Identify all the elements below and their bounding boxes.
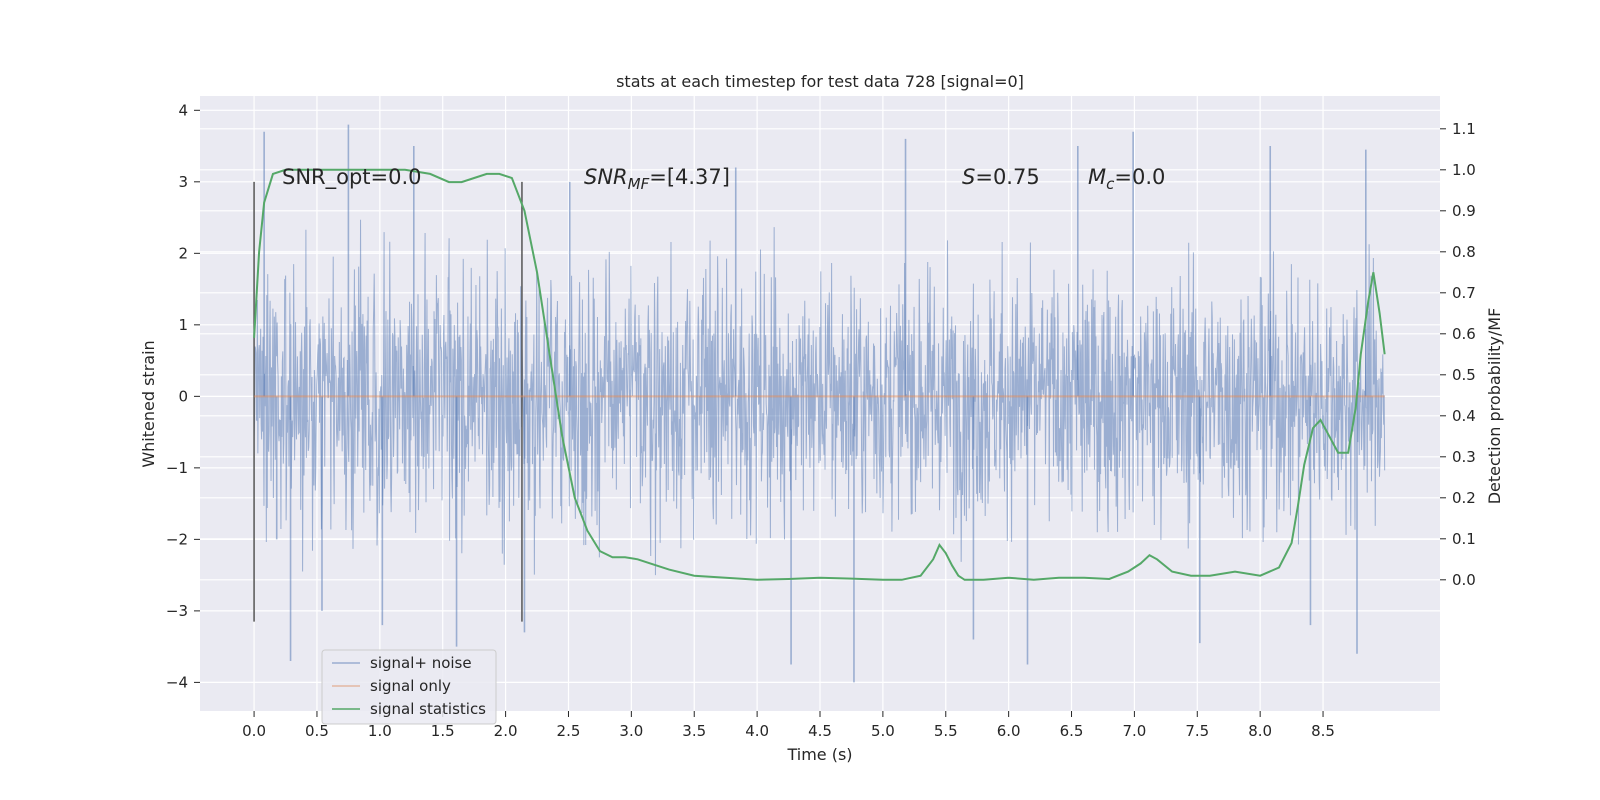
x-axis-label: Time (s) (786, 745, 852, 764)
annotation-snr-mf: SNRMF=[4.37] (584, 165, 730, 193)
x-tick-label-15: 7.5 (1185, 722, 1209, 740)
legend-label-signal-statistics: signal statistics (370, 700, 486, 718)
annotation-snr-mf-label: SNR (584, 165, 628, 189)
x-tick-label-11: 5.5 (934, 722, 958, 740)
annotation-snr-mf-sub: MF (628, 175, 650, 193)
legend: signal+ noise signal only signal statist… (321, 649, 497, 725)
annotation-snr-opt: SNR_opt=0.0 (282, 165, 422, 190)
x-tick-label-5: 2.5 (557, 722, 581, 740)
x-tick-label-3: 1.5 (431, 722, 455, 740)
x-tick-label-7: 3.5 (682, 722, 706, 740)
x-tick-label-14: 7.0 (1122, 722, 1146, 740)
y2-tick-label-1: 1.0 (1452, 161, 1476, 179)
signal-statistics-line (253, 168, 1386, 581)
legend-box (321, 649, 497, 725)
legend-label-signal-only: signal only (370, 677, 451, 695)
y-tick-label-6: −2 (166, 530, 188, 548)
y-axis-label: Whitened strain (139, 340, 158, 467)
y2-tick-label-7: 0.4 (1452, 407, 1476, 425)
y-tick-label-3: 1 (178, 316, 188, 334)
annotation-mc-label: M (1088, 165, 1106, 189)
x-tick-label-9: 4.5 (808, 722, 832, 740)
annotation-mc-sub: c (1106, 175, 1115, 193)
x-tick-label-17: 8.5 (1311, 722, 1335, 740)
y2-tick-label-6: 0.5 (1452, 366, 1476, 384)
annotation-mc-value: =0.0 (1114, 165, 1165, 189)
y-tick-label-4: 0 (178, 387, 188, 405)
y2-axis-ticks: 1.1 1.0 0.9 0.8 0.7 0.6 0.5 0.4 0.3 0.2 0.1 0.0 (1440, 120, 1476, 589)
annotation-s: S=0.75 (962, 165, 1040, 189)
x-tick-label-6: 3.0 (619, 722, 643, 740)
annotation-mc: Mc=0.0 (1088, 165, 1165, 193)
chart-title: stats at each timestep for test data 728… (616, 72, 1024, 91)
annotation-s-value: =0.75 (975, 165, 1039, 189)
y2-tick-label-2: 0.9 (1452, 202, 1476, 220)
y-tick-label-1: 3 (178, 173, 188, 191)
x-tick-label-12: 6.0 (997, 722, 1021, 740)
x-tick-label-0: 0.0 (242, 722, 266, 740)
vertical-markers (253, 181, 523, 622)
y-tick-label-8: −4 (166, 673, 188, 691)
y-tick-label-2: 2 (178, 244, 188, 262)
y-axis-ticks: 4 3 2 1 0 −1 −2 −3 −4 (166, 101, 200, 691)
x-tick-label-8: 4.0 (745, 722, 769, 740)
y2-tick-label-9: 0.2 (1452, 489, 1476, 507)
annotation-s-label: S (962, 165, 975, 189)
annotation-snr-mf-value: =[4.37] (649, 165, 730, 189)
y2-tick-label-3: 0.8 (1452, 243, 1476, 261)
x-tick-label-1: 0.5 (305, 722, 329, 740)
series-signal-noise (253, 124, 1386, 683)
y2-tick-label-0: 1.1 (1452, 120, 1476, 138)
x-tick-label-13: 6.5 (1060, 722, 1084, 740)
y-tick-label-7: −3 (166, 602, 188, 620)
y2-tick-label-8: 0.3 (1452, 448, 1476, 466)
x-axis-ticks: 0.0 0.5 1.0 1.5 2.0 2.5 3.0 3.5 4.0 4.5 5.0 5.5 6.0 6… (242, 711, 1335, 740)
y2-tick-label-4: 0.7 (1452, 284, 1476, 302)
y2-tick-label-11: 0.0 (1452, 571, 1476, 589)
noise-trace (253, 219, 1386, 576)
legend-label-signal-noise: signal+ noise (370, 654, 472, 672)
y2-axis-label: Detection probability/MF (1485, 308, 1504, 505)
x-tick-label-16: 8.0 (1248, 722, 1272, 740)
y-tick-label-5: −1 (166, 459, 188, 477)
x-tick-label-4: 2.0 (494, 722, 518, 740)
y-tick-label-0: 4 (178, 101, 188, 119)
series-signal-statistics (253, 168, 1386, 581)
x-tick-label-10: 5.0 (871, 722, 895, 740)
y2-tick-label-10: 0.1 (1452, 530, 1476, 548)
y2-tick-label-5: 0.6 (1452, 325, 1476, 343)
x-tick-label-2: 1.0 (368, 722, 392, 740)
